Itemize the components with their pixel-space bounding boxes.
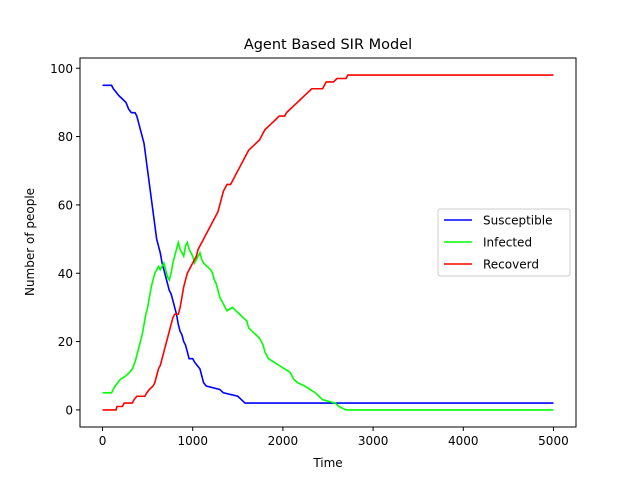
- plot-area: 0 1000 2000 3000 4000 5000 0 20 40 60 80 100: [50, 57, 577, 448]
- x-tick-label: 2000: [268, 434, 299, 448]
- y-tick-label: 100: [50, 62, 73, 76]
- x-tick-label: 4000: [448, 434, 479, 448]
- chart-title: Agent Based SIR Model: [244, 37, 412, 53]
- y-tick-label: 20: [58, 335, 73, 349]
- series-line-infected: [102, 239, 554, 411]
- legend-box: [437, 208, 571, 277]
- y-axis-label: Number of people: [23, 188, 37, 296]
- legend-label-susceptible: Susceptible: [483, 214, 552, 228]
- y-tick-label: 80: [58, 130, 73, 144]
- y-tick-label: 0: [65, 403, 73, 417]
- y-tick-label: 40: [58, 267, 73, 281]
- series-line-recoverd: [102, 74, 554, 411]
- y-tick-label: 60: [58, 198, 73, 212]
- x-axis-label: Time: [312, 456, 342, 470]
- x-tick-label: 5000: [538, 434, 569, 448]
- legend: Susceptible Infected Recoverd: [437, 208, 571, 277]
- x-tick-label: 1000: [177, 434, 208, 448]
- axes-frame: [79, 57, 577, 428]
- x-tick-label: 3000: [358, 434, 389, 448]
- legend-label-infected: Infected: [483, 236, 532, 250]
- series-line-susceptible: [102, 84, 554, 404]
- legend-label-recoverd: Recoverd: [483, 258, 539, 272]
- x-tick-label: 0: [99, 434, 107, 448]
